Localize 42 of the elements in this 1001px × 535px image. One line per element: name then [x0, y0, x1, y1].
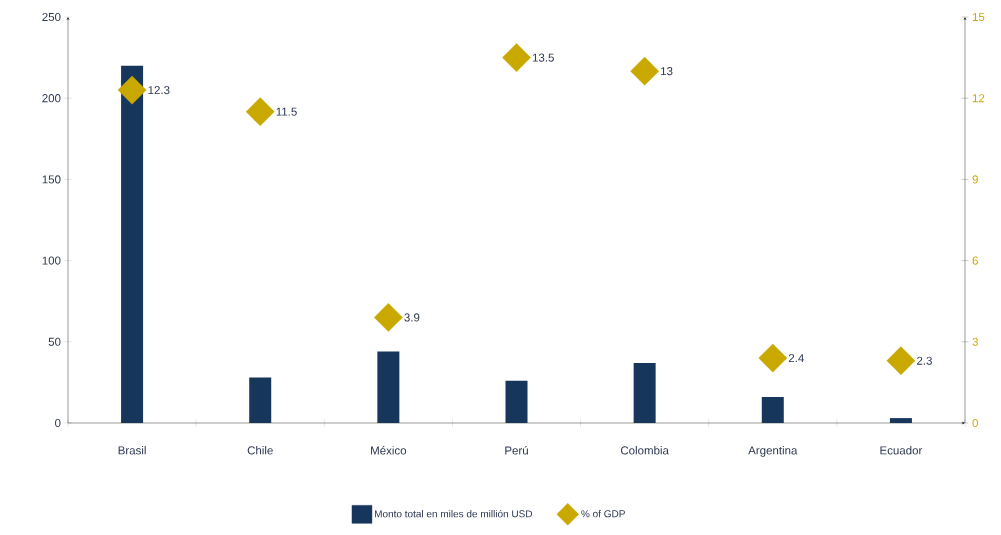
bar — [377, 351, 400, 423]
point — [502, 43, 531, 72]
bar — [761, 397, 784, 423]
data-label: 13.5 — [532, 53, 554, 62]
y2-tick-label: 0 — [972, 418, 978, 428]
data-label: 11.5 — [276, 107, 297, 116]
y-tick-label: 50 — [48, 337, 61, 346]
bar — [121, 65, 144, 423]
y-tick-label: 100 — [42, 256, 61, 265]
y-tick-label: 250 — [42, 12, 61, 22]
x-tick-label: Ecuador — [880, 446, 923, 455]
data-label: 13 — [661, 67, 673, 76]
x-tick-label: Colombia — [620, 446, 669, 455]
legend-label: Monto total en miles de millión USD — [374, 509, 533, 518]
bar — [505, 380, 528, 423]
point — [758, 343, 788, 373]
y-tick-label: 0 — [55, 418, 61, 428]
bar — [633, 362, 656, 423]
point — [117, 75, 147, 105]
y2-tick-label: 3 — [972, 337, 978, 346]
y2-tick-label: 15 — [972, 12, 985, 21]
x-tick-label: Perú — [505, 446, 528, 455]
bar — [889, 418, 912, 423]
point — [886, 346, 916, 376]
x-tick-label: México — [371, 446, 407, 455]
y2-tick-label: 6 — [972, 256, 978, 265]
point — [245, 97, 275, 127]
data-label: 3.9 — [404, 313, 420, 322]
y2-tick-label: 9 — [972, 175, 978, 184]
data-label: 12.3 — [148, 86, 170, 95]
y-tick-label: 150 — [42, 175, 61, 184]
data-label: 2.4 — [788, 354, 804, 363]
point — [630, 56, 659, 86]
y-tick-label: 200 — [42, 94, 61, 103]
legend-label: % of GDP — [581, 509, 625, 518]
x-tick-label: Chile — [247, 446, 273, 455]
point — [374, 303, 403, 332]
bar — [249, 377, 272, 423]
data-label: 2.3 — [917, 356, 932, 365]
x-tick-label: Argentina — [748, 446, 798, 457]
x-tick-label: Brasil — [118, 446, 146, 455]
y2-tick-label: 12 — [972, 94, 985, 103]
